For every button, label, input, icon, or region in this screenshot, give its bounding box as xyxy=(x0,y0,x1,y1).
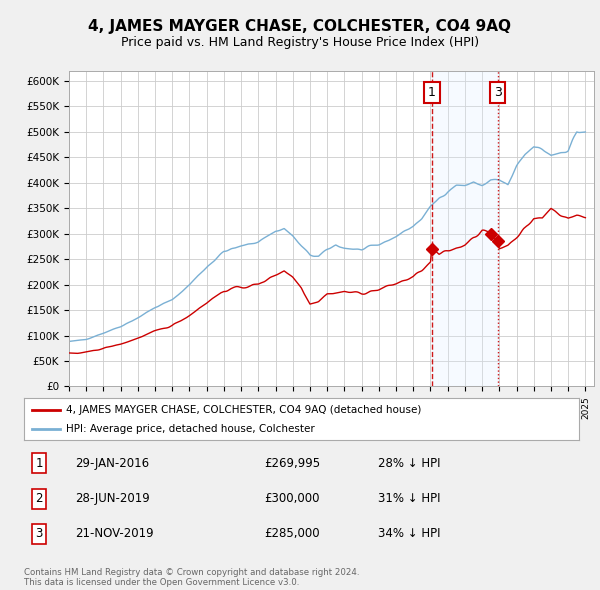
Text: 3: 3 xyxy=(35,527,43,540)
Text: 28% ↓ HPI: 28% ↓ HPI xyxy=(378,457,440,470)
Text: 21-NOV-2019: 21-NOV-2019 xyxy=(75,527,154,540)
Text: Price paid vs. HM Land Registry's House Price Index (HPI): Price paid vs. HM Land Registry's House … xyxy=(121,36,479,49)
Text: Contains HM Land Registry data © Crown copyright and database right 2024.
This d: Contains HM Land Registry data © Crown c… xyxy=(24,568,359,587)
Text: £300,000: £300,000 xyxy=(264,492,320,505)
Bar xyxy=(432,71,497,386)
Text: £269,995: £269,995 xyxy=(264,457,320,470)
Text: 1: 1 xyxy=(428,86,436,99)
Text: 31% ↓ HPI: 31% ↓ HPI xyxy=(378,492,440,505)
Text: 4, JAMES MAYGER CHASE, COLCHESTER, CO4 9AQ (detached house): 4, JAMES MAYGER CHASE, COLCHESTER, CO4 9… xyxy=(65,405,421,415)
Text: 2: 2 xyxy=(35,492,43,505)
Text: 34% ↓ HPI: 34% ↓ HPI xyxy=(378,527,440,540)
Text: HPI: Average price, detached house, Colchester: HPI: Average price, detached house, Colc… xyxy=(65,424,314,434)
Text: 28-JUN-2019: 28-JUN-2019 xyxy=(75,492,150,505)
Text: 29-JAN-2016: 29-JAN-2016 xyxy=(75,457,149,470)
Text: 1: 1 xyxy=(35,457,43,470)
Text: 4, JAMES MAYGER CHASE, COLCHESTER, CO4 9AQ: 4, JAMES MAYGER CHASE, COLCHESTER, CO4 9… xyxy=(89,19,511,34)
Text: £285,000: £285,000 xyxy=(264,527,320,540)
Text: 3: 3 xyxy=(494,86,502,99)
